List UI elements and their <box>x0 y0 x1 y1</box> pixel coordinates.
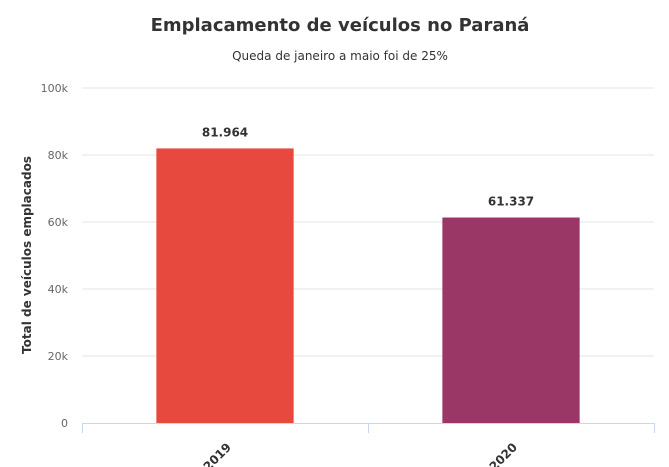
x-tick-label: 2019 <box>201 440 235 467</box>
bar-2019 <box>156 148 294 423</box>
data-label: 81.964 <box>202 125 248 139</box>
bar-2020 <box>442 217 580 423</box>
y-tick-label: 0 <box>61 417 68 430</box>
y-tick-label: 60k <box>48 216 69 229</box>
data-label: 61.337 <box>488 195 534 209</box>
y-tick-label: 20k <box>48 350 69 363</box>
y-tick-label: 80k <box>48 149 69 162</box>
y-tick-label: 40k <box>48 283 69 296</box>
chart-title: Emplacamento de veículos no Paraná <box>151 15 530 36</box>
x-tick-label: 2020 <box>487 440 521 467</box>
y-axis-label: Total de veículos emplacados <box>20 156 34 354</box>
y-tick-label: 100k <box>41 82 69 95</box>
chart-subtitle: Queda de janeiro a maio foi de 25% <box>232 49 448 63</box>
